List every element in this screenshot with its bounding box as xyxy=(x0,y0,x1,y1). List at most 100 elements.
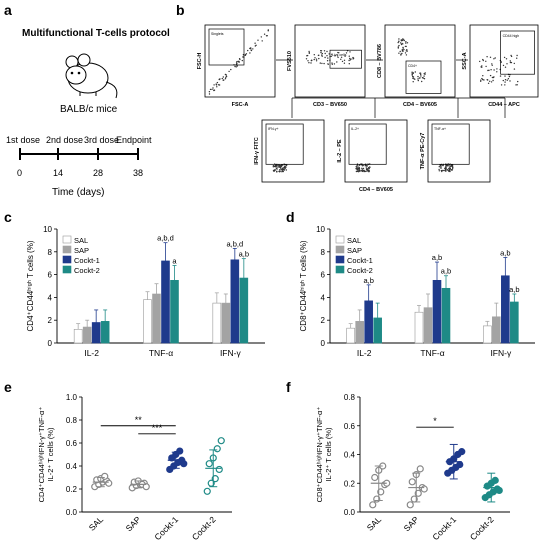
flow-event-dot xyxy=(481,77,483,80)
significance-annotation: a,b,d xyxy=(226,239,243,248)
flow-event-dot xyxy=(282,164,284,166)
bar xyxy=(143,299,152,344)
flow-event-dot xyxy=(318,57,320,60)
bar xyxy=(510,301,519,344)
legend-swatch xyxy=(335,245,345,254)
flow-event-dot xyxy=(411,73,413,76)
flow-event-dot xyxy=(423,78,426,80)
flow-event-dot xyxy=(247,49,249,52)
category-label: IL-2 xyxy=(84,348,99,358)
flow-event-dot xyxy=(305,58,308,60)
flow-event-dot xyxy=(438,170,440,172)
flow-event-dot xyxy=(365,165,368,167)
flow-event-dot xyxy=(273,170,276,172)
significance-annotation: a,b xyxy=(239,250,249,259)
flow-event-dot xyxy=(211,88,213,91)
flow-event-dot xyxy=(307,60,309,62)
flow-event-dot xyxy=(496,68,498,70)
bar xyxy=(364,300,373,344)
flow-event-dot xyxy=(487,82,490,85)
flow-event-dot xyxy=(506,79,508,81)
flow-event-dot xyxy=(326,60,329,62)
bar xyxy=(432,279,442,344)
flow-event-dot xyxy=(263,33,266,35)
flow-event-dot xyxy=(438,168,440,171)
legend-label: SAP xyxy=(347,246,362,255)
flow-event-dot xyxy=(402,50,404,52)
flow-event-dot xyxy=(254,42,256,44)
y-tick-label: 8 xyxy=(321,248,326,257)
flow-event-dot xyxy=(406,50,408,52)
flow-event-dot xyxy=(482,78,484,81)
flow-event-dot xyxy=(355,167,357,170)
y-tick-label: 8 xyxy=(48,248,53,257)
flow-event-dot xyxy=(360,170,362,172)
category-label: SAL xyxy=(87,514,106,533)
panel-letter-b: b xyxy=(176,2,185,18)
flow-event-dot xyxy=(482,59,484,62)
mouse-icon xyxy=(65,53,118,99)
flow-event-dot xyxy=(516,84,518,86)
flow-event-dot xyxy=(366,169,368,171)
flow-event-dot xyxy=(310,59,313,61)
flow-event-dot xyxy=(341,60,344,63)
data-point xyxy=(369,501,377,509)
flow-event-dot xyxy=(212,87,214,89)
flow-y-label: CD8 – BV786 xyxy=(377,44,383,78)
flow-y-label: FVS510 xyxy=(287,51,293,71)
bar xyxy=(91,322,101,344)
flow-event-dot xyxy=(336,55,339,57)
flow-event-dot xyxy=(221,77,223,80)
y-tick-label: 4 xyxy=(321,293,326,302)
flow-event-dot xyxy=(504,79,507,81)
panel-letter-d: d xyxy=(286,209,295,225)
flow-event-dot xyxy=(252,48,254,50)
legend-swatch xyxy=(62,235,72,244)
bar xyxy=(492,316,501,344)
flow-event-dot xyxy=(446,169,448,171)
flow-event-dot xyxy=(348,55,350,57)
flow-event-dot xyxy=(366,165,369,167)
flow-plot-frame xyxy=(344,119,408,183)
flow-event-dot xyxy=(517,80,519,83)
flow-event-dot xyxy=(513,68,516,70)
flow-event-dot xyxy=(420,73,422,76)
flow-event-dot xyxy=(315,58,318,60)
flow-event-dot xyxy=(236,65,238,67)
flow-plot-frame xyxy=(261,119,325,183)
bar xyxy=(239,277,249,344)
flow-event-dot xyxy=(509,80,511,82)
flow-event-dot xyxy=(403,48,405,51)
flow-event-dot xyxy=(361,170,364,173)
flow-event-dot xyxy=(490,81,493,83)
flow-event-dot xyxy=(398,38,400,40)
category-label: Cockt-1 xyxy=(430,514,458,542)
flow-event-dot xyxy=(327,57,329,59)
flow-event-dot xyxy=(504,81,506,83)
timeline-day-14: 14 xyxy=(53,168,63,178)
bar xyxy=(221,302,231,344)
flow-x-label: CD44 – APC xyxy=(488,102,520,108)
flow-gate xyxy=(500,30,535,75)
y-tick-label: 0.6 xyxy=(344,422,356,431)
flow-event-dot xyxy=(323,50,326,52)
scatter-chart-cd4: 0.0 0.2 0.4 0.6 0.8 1.0 CD4⁺CD44ʰⁱᵍʰIFN-γ⁺TNF-… xyxy=(37,393,232,542)
flow-gate xyxy=(265,123,304,165)
flow-event-dot xyxy=(274,169,277,171)
flow-event-dot xyxy=(225,74,227,76)
flow-event-dot xyxy=(515,84,517,86)
data-point xyxy=(406,501,414,509)
flow-event-dot xyxy=(358,168,361,170)
flow-event-dot xyxy=(313,54,315,56)
category-label: TNF-α xyxy=(420,348,444,358)
flow-event-dot xyxy=(235,66,237,68)
flow-gate-label: CD4+ xyxy=(408,64,417,68)
flow-event-dot xyxy=(358,164,361,166)
significance-annotation: a,b,d xyxy=(157,234,174,243)
bar xyxy=(373,317,382,344)
flow-event-dot xyxy=(489,56,492,58)
bar xyxy=(82,326,92,344)
flow-event-dot xyxy=(306,55,308,57)
flow-event-dot xyxy=(283,167,285,169)
